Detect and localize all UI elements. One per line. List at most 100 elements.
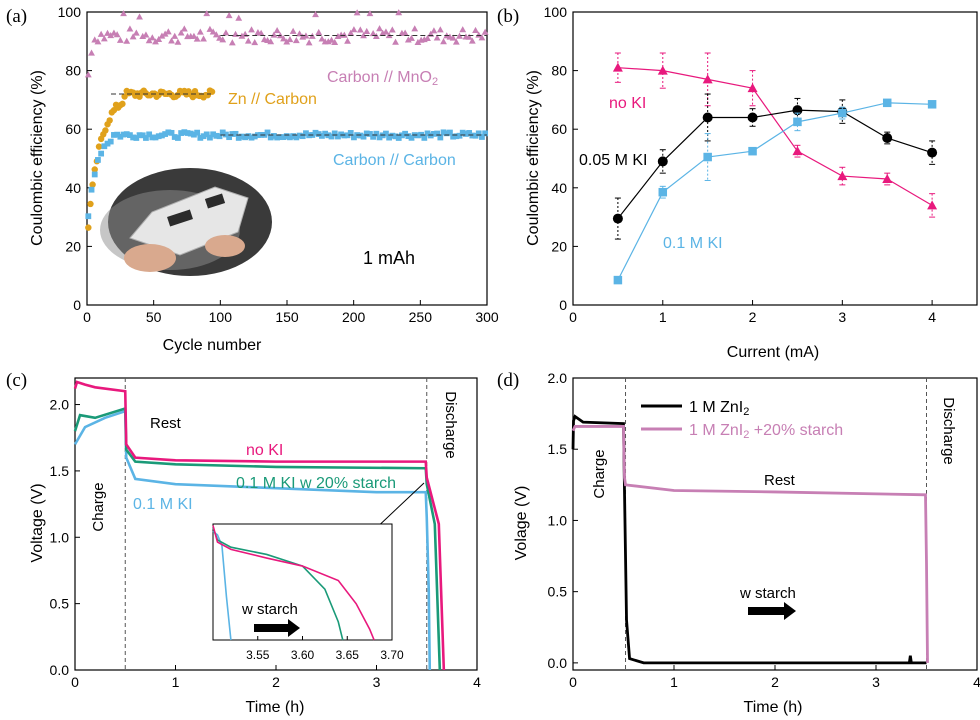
data-point-circle [102, 127, 109, 134]
data-point-square [133, 135, 140, 141]
data-point-square [408, 134, 415, 141]
data-point-triangle [360, 32, 367, 39]
series-label-no-ki: no KI [609, 95, 646, 112]
data-point-triangle [94, 38, 102, 45]
data-point-square [431, 130, 437, 137]
y-tick-label: 0.0 [50, 662, 70, 678]
data-point-triangle [747, 83, 758, 93]
x-tick-label: 0 [71, 674, 79, 690]
data-point-triangle [235, 14, 243, 21]
y-tick-label: 0 [559, 297, 567, 313]
data-point-circle [85, 224, 92, 231]
data-point-square [271, 133, 277, 139]
data-point-square [165, 129, 172, 136]
y-tick-label: 20 [65, 238, 81, 254]
data-point-square [748, 146, 757, 156]
data-point-triangle [369, 30, 377, 37]
data-point-square [360, 133, 367, 140]
data-point-square [344, 132, 351, 139]
data-point-square [456, 132, 463, 139]
data-point-triangle [408, 34, 415, 41]
y-tick-label: 60 [551, 121, 567, 137]
data-point-square [793, 117, 802, 127]
data-point-triangle [376, 25, 383, 32]
data-point-square [139, 132, 146, 139]
data-point-triangle [927, 200, 938, 210]
data-point-square [351, 134, 357, 141]
data-point-square [197, 134, 204, 141]
data-point-square [114, 131, 121, 138]
data-point-square [242, 134, 249, 141]
inset-arrow-right [254, 619, 300, 637]
data-point-triangle [171, 32, 179, 39]
data-point-square [703, 152, 712, 162]
data-point-square [187, 130, 194, 137]
data-point-square [405, 133, 412, 140]
data-point-triangle [212, 31, 220, 38]
data-point-square [120, 131, 127, 138]
inset-annotation: w starch [241, 601, 298, 618]
data-point-triangle [142, 31, 150, 38]
data-point-square [328, 133, 335, 140]
data-point-triangle [882, 174, 893, 184]
data-point-square [111, 132, 117, 138]
data-point-triangle [136, 13, 143, 20]
data-point-square [168, 129, 175, 136]
x-tick-label: 50 [146, 309, 162, 325]
y-tick-label: 100 [58, 4, 82, 20]
data-point-triangle [430, 27, 438, 34]
data-point-square [181, 129, 188, 136]
data-point-triangle [657, 65, 668, 75]
x-tick-label: 2 [272, 674, 280, 690]
panel-d: (d) 0 1 2 3 4 0.0 0.5 1.0 1.5 2.0 1 M ZnI2 1 M Zn… [497, 370, 980, 716]
x-tick-label: 3 [872, 674, 880, 690]
data-point-triangle [318, 35, 326, 42]
data-point-square [443, 130, 450, 137]
data-point-triangle [273, 27, 281, 34]
data-point-triangle [363, 27, 371, 34]
data-point-triangle [209, 28, 217, 35]
x-tick-label: 300 [475, 309, 499, 325]
data-point-triangle [177, 29, 185, 36]
inset-x-tick-label: 3.60 [291, 648, 315, 662]
data-point-square [239, 133, 245, 140]
data-point-circle [657, 156, 668, 167]
panel-d-xlabel: Time (h) [744, 699, 803, 716]
data-point-triangle [353, 9, 361, 16]
data-point-circle [612, 213, 623, 224]
data-point-circle [95, 143, 103, 150]
data-point-square [472, 132, 479, 139]
data-point-triangle [244, 37, 252, 44]
x-tick-label: 200 [342, 309, 366, 325]
data-point-square [216, 133, 223, 140]
data-point-triangle [200, 35, 207, 42]
data-point-circle [702, 112, 713, 123]
data-point-triangle [472, 26, 479, 34]
data-point-square [322, 130, 329, 137]
data-point-square [475, 130, 482, 137]
data-point-square [415, 132, 421, 139]
data-point-square [658, 187, 668, 197]
data-point-triangle [475, 31, 483, 38]
data-point-square [149, 134, 156, 141]
data-point-square [264, 129, 271, 136]
data-point-square [466, 130, 473, 136]
data-point-square [303, 130, 309, 137]
data-point-square [255, 132, 261, 138]
y-tick-label: 2.0 [50, 397, 70, 413]
data-point-square [363, 130, 370, 137]
panel-a-label: (a) [6, 6, 27, 27]
data-point-circle [106, 117, 113, 124]
data-point-square [331, 130, 338, 137]
data-point-triangle [702, 74, 713, 84]
data-point-square [152, 134, 159, 141]
panel-c-ylabel: Voltage (V) [29, 483, 46, 562]
data-point-square [447, 129, 453, 136]
data-point-triangle [190, 32, 198, 39]
data-point-square [613, 275, 623, 285]
data-point-circle [882, 132, 893, 143]
data-point-triangle [113, 31, 121, 38]
data-point-triangle [228, 39, 236, 46]
y-tick-label: 60 [65, 121, 81, 137]
